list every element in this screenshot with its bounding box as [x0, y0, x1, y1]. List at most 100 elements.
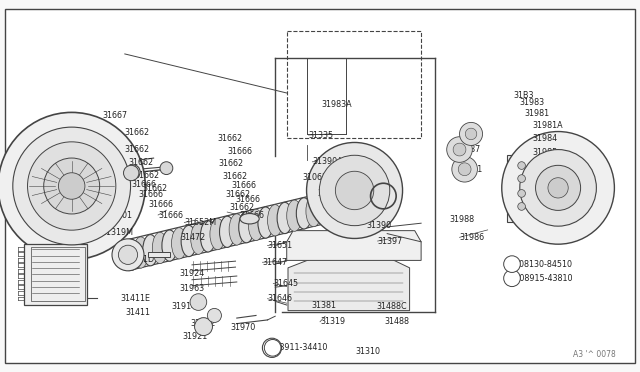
Text: 31988: 31988 [449, 215, 474, 224]
Circle shape [160, 162, 173, 174]
Circle shape [465, 128, 477, 140]
Ellipse shape [258, 207, 273, 238]
Circle shape [262, 338, 282, 357]
Text: 31983: 31983 [520, 98, 545, 107]
Text: 31390A: 31390A [312, 157, 343, 166]
Text: A3 '^ 0078: A3 '^ 0078 [573, 350, 616, 359]
Text: 31666: 31666 [239, 211, 264, 219]
Ellipse shape [248, 209, 264, 241]
Text: 31924: 31924 [179, 269, 204, 278]
Text: 31984: 31984 [532, 134, 557, 143]
Text: 31986: 31986 [460, 233, 484, 242]
Circle shape [458, 163, 471, 176]
Circle shape [319, 155, 390, 226]
Text: 31662: 31662 [219, 159, 244, 168]
Text: 31991: 31991 [458, 165, 483, 174]
Circle shape [13, 127, 131, 245]
Text: 31411E: 31411E [120, 294, 150, 303]
Text: 31970: 31970 [230, 323, 255, 332]
Bar [287, 31, 421, 138]
Text: 31488: 31488 [384, 317, 409, 326]
Circle shape [453, 143, 466, 156]
Text: 31488C: 31488C [376, 302, 407, 311]
Text: B 08130-84510: B 08130-84510 [511, 260, 572, 269]
Text: 31666: 31666 [158, 211, 183, 219]
Text: N: N [269, 343, 275, 352]
Ellipse shape [152, 232, 168, 263]
Circle shape [447, 137, 472, 162]
Text: 31981: 31981 [525, 109, 550, 118]
Polygon shape [288, 242, 410, 311]
Ellipse shape [191, 223, 206, 254]
Circle shape [207, 308, 221, 323]
Ellipse shape [287, 200, 302, 231]
Circle shape [195, 318, 212, 336]
Circle shape [190, 294, 207, 310]
Text: 31662: 31662 [125, 145, 150, 154]
Ellipse shape [229, 214, 244, 245]
Circle shape [460, 122, 483, 145]
Text: 31666: 31666 [232, 181, 257, 190]
Text: 31662: 31662 [125, 128, 150, 137]
Ellipse shape [181, 225, 196, 257]
Polygon shape [287, 231, 421, 260]
Text: 31336: 31336 [536, 206, 561, 215]
Text: 31667: 31667 [102, 111, 127, 120]
Ellipse shape [143, 235, 158, 266]
Text: 31397: 31397 [378, 237, 403, 246]
Text: 31100: 31100 [24, 208, 49, 217]
Circle shape [58, 173, 85, 199]
Ellipse shape [200, 221, 216, 252]
Text: N: N [509, 275, 515, 281]
Text: 31646: 31646 [268, 294, 292, 303]
Text: 31666: 31666 [131, 180, 156, 189]
Text: 31963: 31963 [179, 284, 204, 293]
Text: 31985: 31985 [532, 148, 557, 157]
Ellipse shape [220, 216, 235, 247]
Text: 31662: 31662 [128, 158, 153, 167]
Text: 31922: 31922 [191, 319, 216, 328]
Text: 31662: 31662 [142, 185, 167, 193]
Ellipse shape [306, 195, 321, 227]
Ellipse shape [126, 165, 140, 179]
Circle shape [548, 178, 568, 198]
Text: 31981A: 31981A [532, 121, 563, 130]
Bar [31, 247, 85, 301]
Circle shape [28, 142, 116, 230]
Circle shape [0, 112, 145, 260]
Ellipse shape [277, 202, 292, 234]
Text: 31666: 31666 [236, 195, 260, 203]
Circle shape [112, 239, 144, 271]
Text: 31065: 31065 [302, 173, 327, 182]
Text: 31983A: 31983A [321, 100, 352, 109]
Text: 31647: 31647 [262, 258, 287, 267]
Text: 31652M: 31652M [184, 218, 216, 227]
Circle shape [452, 157, 477, 182]
Circle shape [518, 162, 525, 169]
Ellipse shape [240, 214, 259, 224]
Text: N 08915-43810: N 08915-43810 [511, 274, 572, 283]
Text: 31666: 31666 [139, 190, 164, 199]
Text: B: B [509, 261, 515, 267]
Ellipse shape [210, 218, 225, 250]
Text: 31319: 31319 [320, 317, 345, 326]
Text: 31381: 31381 [311, 301, 336, 310]
Circle shape [124, 165, 139, 181]
Text: 31651: 31651 [268, 241, 292, 250]
Circle shape [307, 142, 403, 238]
Text: 31301D: 31301D [124, 255, 155, 264]
Circle shape [335, 171, 374, 210]
Text: 31662: 31662 [223, 172, 248, 181]
Ellipse shape [239, 212, 254, 243]
Circle shape [518, 203, 525, 210]
Text: 31662: 31662 [134, 171, 159, 180]
Circle shape [118, 245, 138, 264]
Text: 31411: 31411 [125, 308, 150, 317]
Ellipse shape [268, 205, 283, 236]
Text: 31987: 31987 [456, 145, 481, 154]
Text: N 08911-34410: N 08911-34410 [266, 343, 327, 352]
Text: 31914: 31914 [172, 302, 196, 311]
Circle shape [518, 175, 525, 182]
Circle shape [502, 132, 614, 244]
Text: 31645: 31645 [273, 279, 298, 288]
